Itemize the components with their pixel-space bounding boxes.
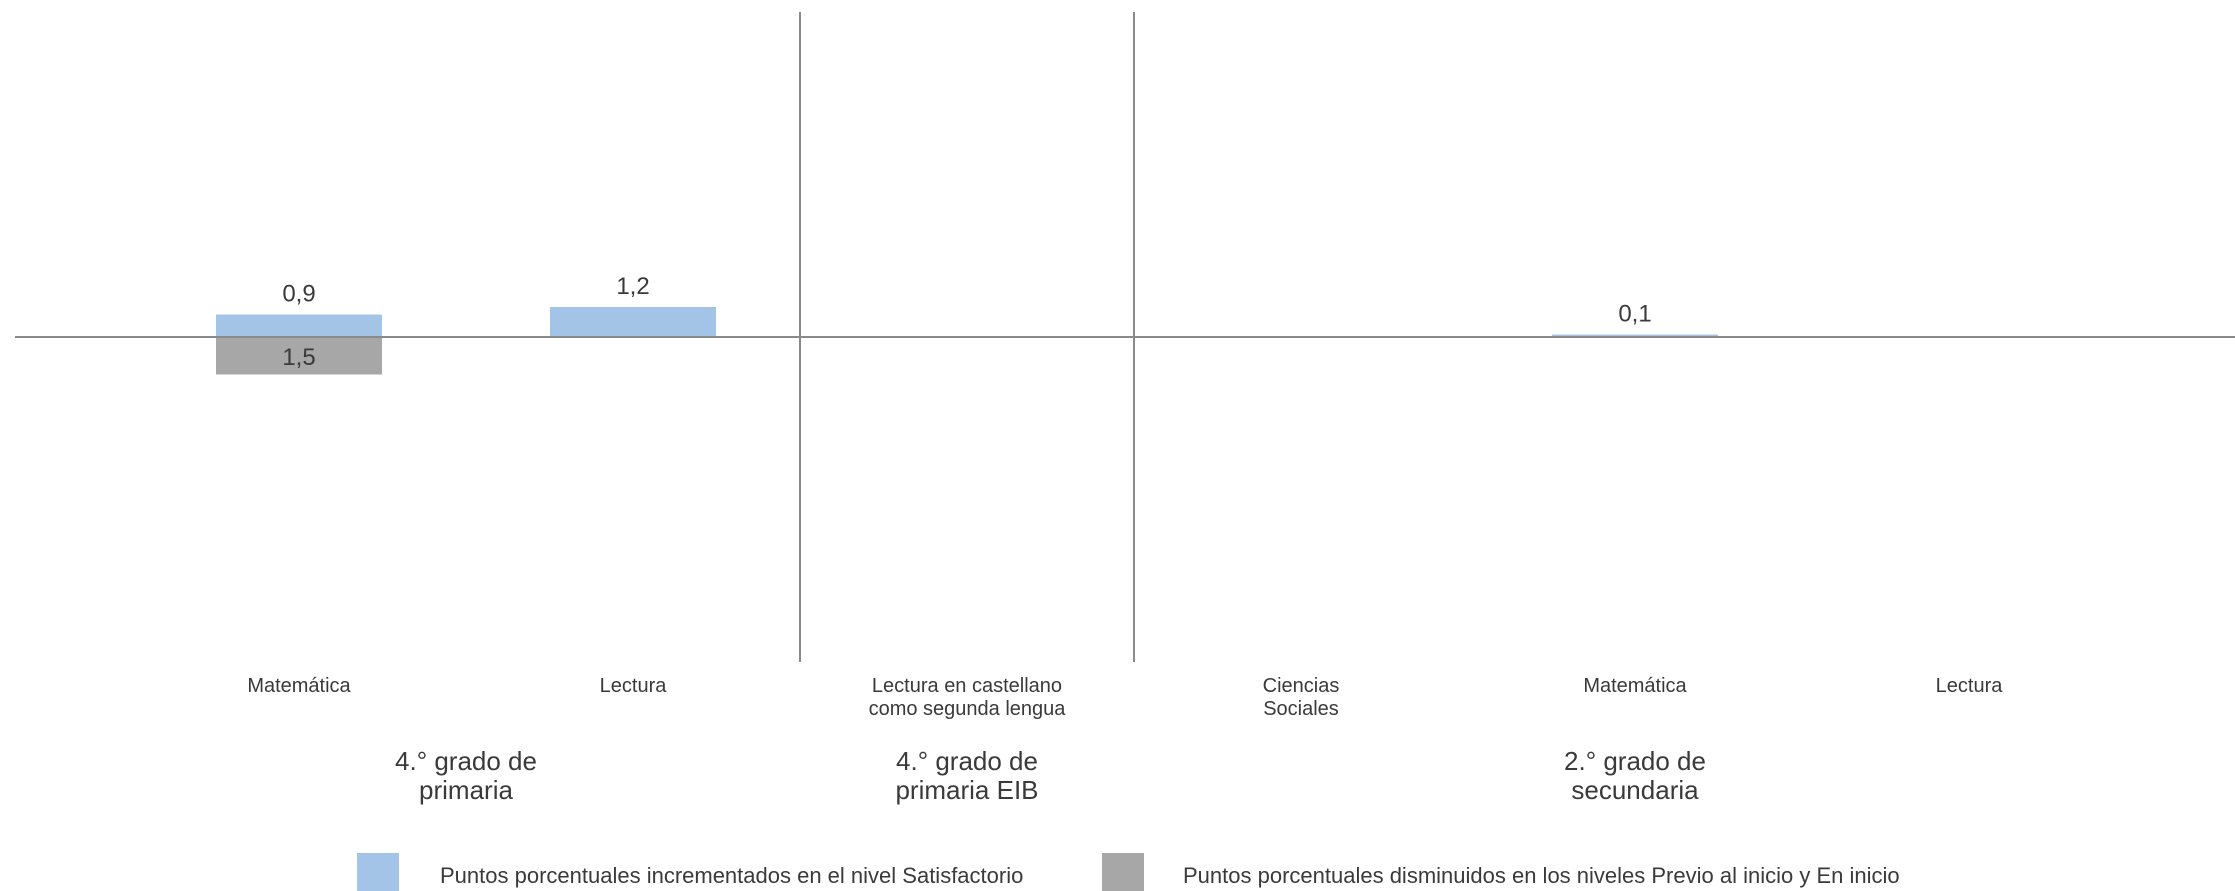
group-label: 4.° grado de primaria [395,746,537,805]
group-labels: 4.° grado de primaria 4.° grado de primaria… [395,746,1706,805]
legend-label: Puntos porcentuales disminuidos en los n… [1183,863,1900,888]
category-label: Lectura en castellano como segunda lengua [869,675,1067,720]
data-label: 0,1 [1618,301,1651,328]
category-label: Lectura [600,675,668,697]
bar-increase [216,314,382,337]
bar-increase [550,307,716,337]
legend: Puntos porcentuales incrementados en el … [357,853,1900,891]
group-label: 2.° grado de secundaria [1564,746,1706,805]
data-label: 1,5 [282,344,315,371]
category-labels: Matemática Lectura Lectura en castellano co… [247,675,2003,720]
group-label: 4.° grado de primaria EIB [895,746,1038,805]
category-label: Matemática [1583,675,1687,697]
legend-swatch [357,853,399,891]
legend-swatch [1102,853,1144,891]
category-label: Ciencias Sociales [1263,675,1340,720]
category-label: Matemática [247,675,351,697]
data-label: 1,2 [616,273,649,300]
bar-increase [1552,334,1718,337]
legend-label: Puntos porcentuales incrementados en el … [440,863,1023,888]
bar-decrease [216,337,382,375]
category-label: Lectura [1936,675,2004,697]
data-labels: 0,9 1,2 0,1 1,5 [282,273,1651,371]
bars [216,307,1718,375]
data-label: 0,9 [282,281,315,308]
